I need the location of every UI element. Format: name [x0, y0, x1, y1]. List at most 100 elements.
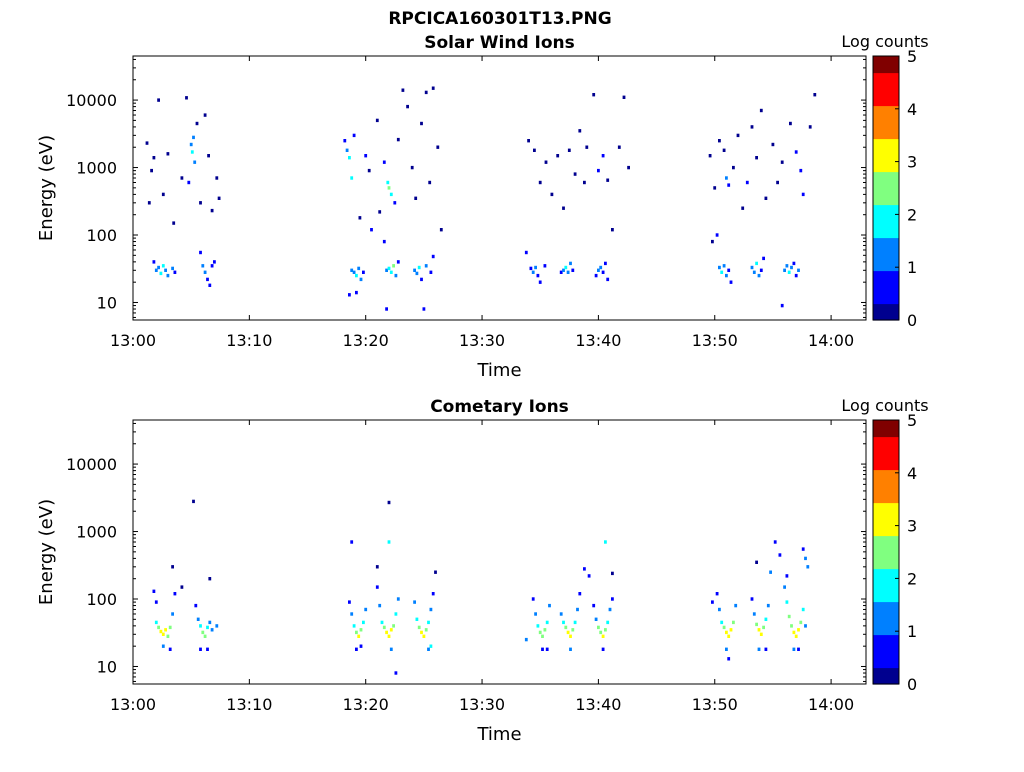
- heatmap-cell: [431, 592, 435, 596]
- heatmap-cell: [201, 630, 205, 635]
- x-axis-title: Time: [476, 360, 521, 381]
- heatmap-cell: [387, 186, 391, 190]
- heatmap-cell: [538, 280, 542, 284]
- colorbar-segment: [873, 580, 899, 586]
- heatmap-cell: [797, 647, 800, 651]
- colorbar-segment: [873, 651, 899, 656]
- colorbar-segment: [873, 576, 899, 582]
- heatmap-cell: [804, 624, 807, 628]
- colorbar-segment: [873, 134, 899, 140]
- heatmap-cell: [606, 620, 610, 625]
- heatmap-cell: [797, 268, 800, 272]
- heatmap-cell: [429, 644, 433, 648]
- colorbar-segment: [873, 258, 899, 263]
- heatmap-cell: [166, 273, 170, 278]
- heatmap-cell: [355, 273, 358, 278]
- heatmap-cell: [203, 270, 207, 274]
- heatmap-cell: [414, 196, 418, 200]
- heatmap-cell: [801, 547, 805, 551]
- colorbar-segment: [873, 200, 899, 206]
- colorbar-segment: [873, 299, 899, 305]
- colorbar-segment: [873, 266, 899, 272]
- colorbar-segment: [873, 249, 899, 255]
- heatmap-cell: [556, 154, 560, 158]
- heatmap-cell: [370, 228, 373, 232]
- heatmap-cell: [357, 634, 361, 638]
- heatmap-cell: [534, 612, 537, 616]
- colorbar-segment: [873, 663, 899, 669]
- colorbar-tick-label: 5: [907, 411, 917, 430]
- heatmap-cell: [392, 624, 395, 628]
- x-tick-label: 14:00: [808, 331, 854, 350]
- heatmap-cell: [608, 607, 612, 612]
- heatmap-cell: [780, 160, 784, 164]
- y-axis-title: Energy (eV): [36, 135, 57, 241]
- heatmap-cell: [718, 139, 721, 143]
- heatmap-cell: [794, 150, 798, 154]
- x-tick-label: 13:30: [459, 695, 505, 714]
- heatmap-cell: [566, 630, 570, 635]
- colorbar-segment: [873, 192, 899, 197]
- heatmap-cell: [541, 647, 544, 651]
- y-tick-label: 1000: [76, 523, 117, 542]
- colorbar-segment: [873, 428, 899, 433]
- colorbar-segment: [873, 502, 899, 508]
- heatmap-cell: [157, 625, 160, 630]
- heatmap-cell: [359, 277, 363, 282]
- heatmap-cell: [424, 628, 428, 632]
- colorbar-frame: [872, 55, 900, 321]
- heatmap-cell: [192, 499, 195, 504]
- heatmap-cell: [217, 196, 221, 200]
- heatmap-cell: [741, 206, 745, 210]
- heatmap-cell: [159, 629, 163, 634]
- heatmap-cell: [524, 250, 528, 255]
- colorbar-segment: [873, 278, 899, 284]
- colorbar-tick-label: 4: [907, 464, 917, 483]
- heatmap-cell: [424, 90, 428, 95]
- colorbar-segment: [873, 523, 899, 528]
- heatmap-cell: [210, 628, 214, 632]
- heatmap-cell: [417, 625, 421, 630]
- x-tick-label: 13:00: [110, 695, 156, 714]
- heatmap-cell: [166, 152, 170, 156]
- heatmap-cell: [559, 612, 563, 616]
- colorbar-segment: [873, 494, 899, 499]
- heatmap-cell: [806, 565, 810, 569]
- heatmap-cell: [792, 261, 796, 266]
- heatmap-cell: [350, 268, 354, 272]
- heatmap-cell: [164, 628, 167, 632]
- colorbar-segment: [873, 593, 899, 598]
- colorbar-segment: [873, 146, 899, 152]
- heatmap-cell: [389, 647, 393, 651]
- colorbar-segment: [873, 295, 899, 300]
- colorbar-segment: [873, 543, 899, 549]
- heatmap-cell: [573, 620, 577, 625]
- heatmap-cell: [790, 624, 793, 628]
- colorbar-segment: [873, 440, 899, 446]
- heatmap-cell: [727, 634, 731, 638]
- heatmap-cell: [192, 135, 195, 140]
- colorbar-segment: [873, 531, 899, 537]
- heatmap-cell: [725, 630, 728, 635]
- heatmap-cell: [348, 293, 351, 297]
- heatmap-cell: [759, 268, 763, 272]
- heatmap-cell: [569, 647, 572, 651]
- heatmap-cell: [755, 261, 758, 266]
- heatmap-cell: [343, 139, 347, 143]
- colorbar-segment: [873, 560, 899, 565]
- heatmap-cell: [601, 270, 605, 274]
- heatmap-cell: [358, 216, 362, 220]
- heatmap-cell: [599, 630, 603, 635]
- heatmap-cell: [413, 268, 416, 272]
- heatmap-cell: [533, 148, 536, 152]
- colorbar-segment: [873, 303, 899, 309]
- heatmap-cell: [410, 165, 414, 170]
- heatmap-cell: [576, 607, 579, 612]
- heatmap-cell: [611, 597, 614, 601]
- heatmap-cell: [213, 260, 216, 264]
- heatmap-cell: [367, 168, 371, 173]
- heatmap-cell: [545, 620, 549, 625]
- colorbar-segment: [873, 490, 899, 495]
- heatmap-cell: [711, 239, 714, 244]
